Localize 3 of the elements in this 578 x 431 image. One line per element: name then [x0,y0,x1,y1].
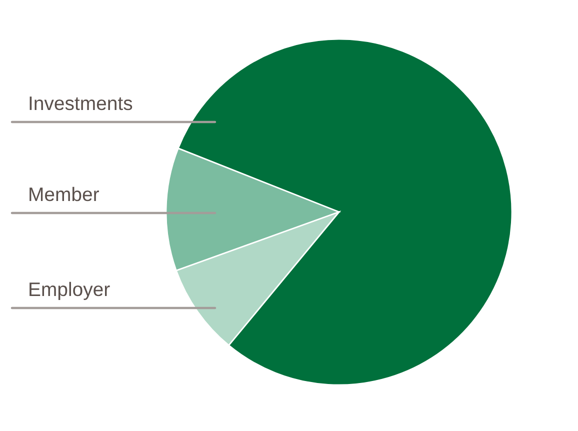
slice-label: Member [30,186,99,202]
slice-label: Employer [30,282,110,300]
slice-label: Investments [30,96,132,110]
